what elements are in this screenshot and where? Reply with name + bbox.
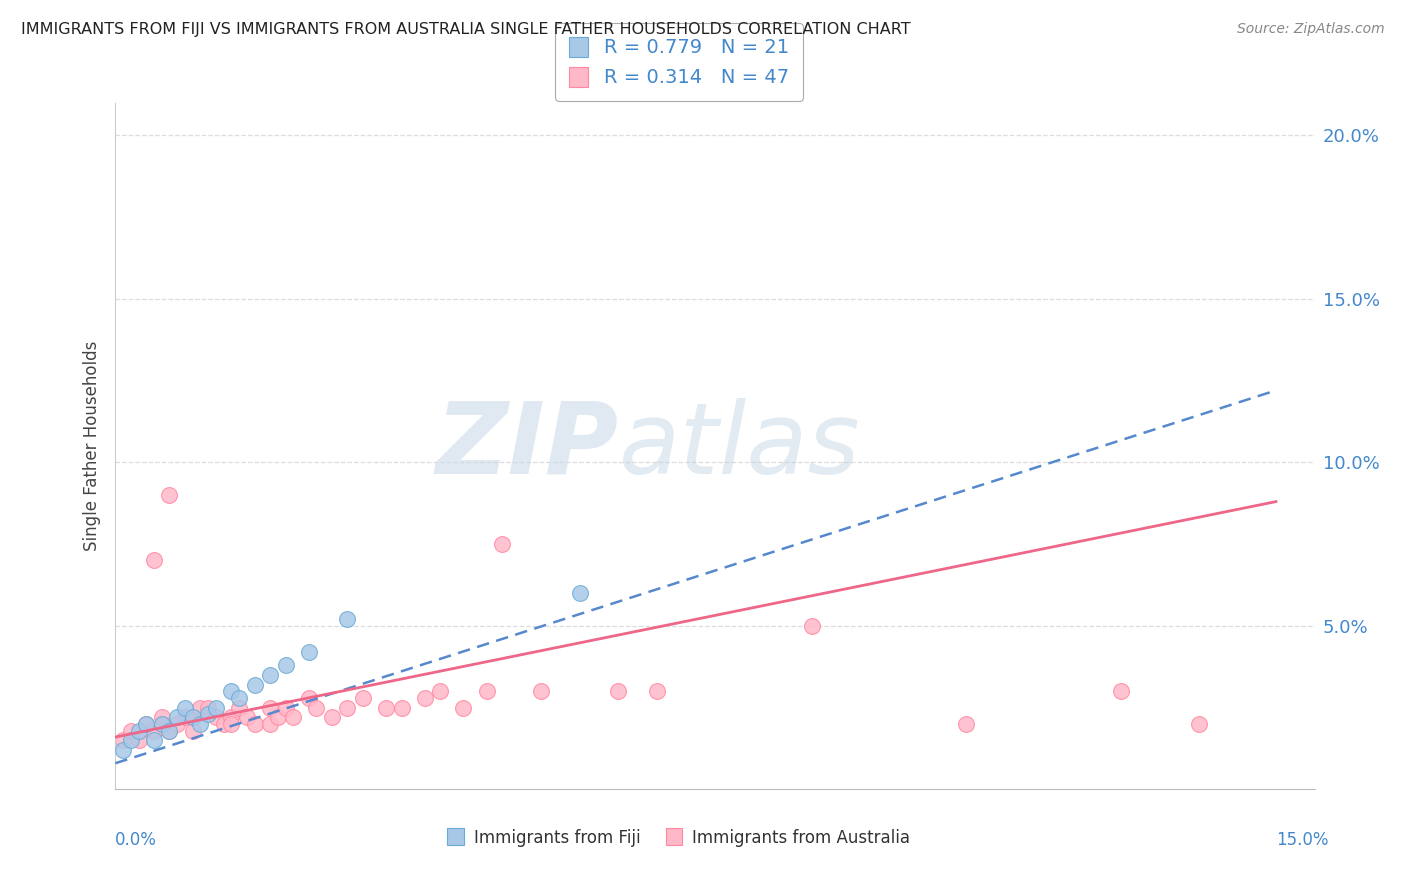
Point [135, 717, 157, 731]
Point [166, 710, 188, 724]
Point [190, 700, 212, 714]
Point [128, 723, 150, 738]
Y-axis label: Single Father Households: Single Father Households [83, 341, 101, 551]
Point [607, 684, 630, 698]
Point [150, 717, 173, 731]
Text: IMMIGRANTS FROM FIJI VS IMMIGRANTS FROM AUSTRALIA SINGLE FATHER HOUSEHOLDS CORRE: IMMIGRANTS FROM FIJI VS IMMIGRANTS FROM … [21, 22, 911, 37]
Point [112, 733, 135, 747]
Legend: Immigrants from Fiji, Immigrants from Australia: Immigrants from Fiji, Immigrants from Au… [441, 822, 917, 854]
Point [267, 710, 290, 724]
Text: 0.0%: 0.0% [115, 831, 157, 849]
Point [143, 723, 166, 738]
Text: 15.0%: 15.0% [1277, 831, 1329, 849]
Point [174, 700, 197, 714]
Point [336, 700, 359, 714]
Point [166, 717, 188, 731]
Point [475, 684, 498, 698]
Point [212, 717, 235, 731]
Point [568, 586, 591, 600]
Point [530, 684, 553, 698]
Point [112, 743, 135, 757]
Point [221, 710, 243, 724]
Point [150, 710, 173, 724]
Point [391, 700, 413, 714]
Point [174, 710, 197, 724]
Point [221, 717, 243, 731]
Point [143, 733, 166, 747]
Point [274, 700, 297, 714]
Point [197, 700, 219, 714]
Point [205, 700, 228, 714]
Text: Source: ZipAtlas.com: Source: ZipAtlas.com [1237, 22, 1385, 37]
Point [181, 710, 204, 724]
Point [1109, 684, 1132, 698]
Point [298, 645, 321, 659]
Point [159, 723, 181, 738]
Point [429, 684, 451, 698]
Point [143, 553, 166, 567]
Point [205, 710, 228, 724]
Point [120, 723, 142, 738]
Point [120, 733, 142, 747]
Point [135, 717, 157, 731]
Point [128, 733, 150, 747]
Point [259, 717, 281, 731]
Point [243, 717, 266, 731]
Point [491, 537, 513, 551]
Point [150, 717, 173, 731]
Point [1187, 717, 1209, 731]
Text: ZIP: ZIP [436, 398, 619, 494]
Point [375, 700, 398, 714]
Point [800, 619, 823, 633]
Point [413, 690, 436, 705]
Point [159, 488, 181, 502]
Point [181, 710, 204, 724]
Point [305, 700, 328, 714]
Point [228, 700, 250, 714]
Point [321, 710, 343, 724]
Point [274, 658, 297, 673]
Point [955, 717, 977, 731]
Point [352, 690, 374, 705]
Point [197, 707, 219, 722]
Point [221, 684, 243, 698]
Point [298, 690, 321, 705]
Point [159, 723, 181, 738]
Point [453, 700, 475, 714]
Point [259, 700, 281, 714]
Point [181, 723, 204, 738]
Point [336, 612, 359, 626]
Point [259, 668, 281, 682]
Point [228, 690, 250, 705]
Point [236, 710, 259, 724]
Point [283, 710, 305, 724]
Point [190, 717, 212, 731]
Point [645, 684, 668, 698]
Point [243, 678, 266, 692]
Text: atlas: atlas [619, 398, 860, 494]
